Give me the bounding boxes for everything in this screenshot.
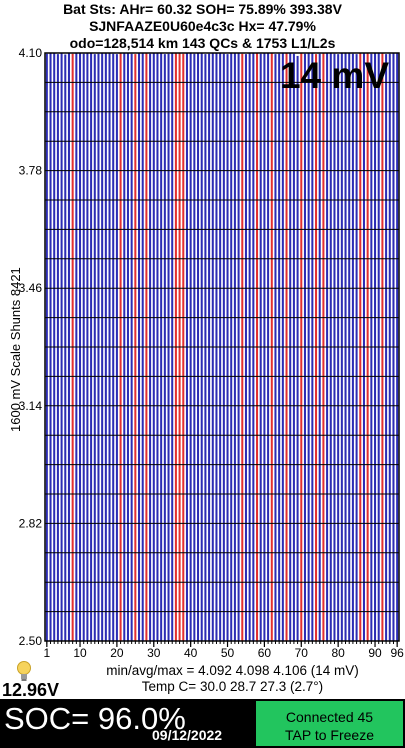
odometer-line: odo=128,514 km 143 QCs & 1753 L1/L2s <box>69 35 336 51</box>
cell-bar <box>385 54 388 642</box>
min-avg-max-stats: min/avg/max = 4.092 4.098 4.106 (14 mV) <box>106 663 359 678</box>
tap-to-freeze-label: TAP to Freeze <box>285 727 374 743</box>
x-tick-label: 70 <box>295 646 309 660</box>
cell-bar <box>274 54 277 642</box>
cell-bar <box>244 54 247 642</box>
cell-bar <box>56 54 59 642</box>
cell-bar <box>115 54 118 642</box>
spread-annotation: 14 mV <box>280 55 389 96</box>
y-axis-label: 1600 mV Scale Shunts 8421 <box>8 267 23 432</box>
date-label: 09/12/2022 <box>152 727 223 743</box>
battery-status-line: Bat Sts: AHr= 60.32 SOH= 75.89% 393.38V <box>63 1 342 17</box>
x-tick-label: 1 <box>44 646 51 660</box>
cell-bar <box>355 54 358 642</box>
cell-bar <box>226 54 229 642</box>
cell-bar <box>296 55 299 641</box>
vin-health-line: SJNFAAZE0U60e4c3c Hx= 47.79% <box>89 18 316 34</box>
lightbulb-icon[interactable] <box>16 660 32 684</box>
cell-bar <box>204 54 207 642</box>
x-tick-label: 60 <box>258 646 272 660</box>
x-tick-label: 90 <box>368 646 382 660</box>
x-tick-label: 30 <box>147 646 161 660</box>
x-tick-label: 40 <box>184 646 198 660</box>
y-tick-label: 3.46 <box>19 281 43 295</box>
x-tick-label: 50 <box>221 646 235 660</box>
connection-status: Connected 45 <box>285 709 374 725</box>
cell-voltage-chart[interactable]: 4.10 3.78 3.46 3.14 2.82 2.501 10 20 30 40 50 60 70 8… <box>0 0 405 660</box>
cell-bar <box>134 54 137 642</box>
y-tick-label: 3.78 <box>19 164 43 178</box>
y-tick-label: 2.82 <box>19 516 43 530</box>
y-tick-label: 3.14 <box>19 399 43 413</box>
x-tick-label: 10 <box>73 646 87 660</box>
bottom-bar: SOC= 96.0% 09/12/2022 Connected 45 TAP t… <box>0 699 405 748</box>
cell-bar <box>163 54 166 642</box>
cell-bar <box>337 54 340 642</box>
connection-freeze-button[interactable]: Connected 45 TAP to Freeze <box>256 701 403 746</box>
state-of-charge: SOC= 96.0% <box>4 701 186 736</box>
y-tick-label: 2.50 <box>19 634 43 648</box>
cell-bar <box>315 54 318 642</box>
y-tick-label: 4.10 <box>19 46 43 60</box>
cell-bar <box>93 54 96 642</box>
cell-bar <box>64 54 67 642</box>
aux-battery-voltage: 12.96V <box>2 680 60 700</box>
x-tick-label: 80 <box>331 646 345 660</box>
x-tick-label: 20 <box>110 646 124 660</box>
x-tick-label: 96 <box>390 646 404 660</box>
plot-border <box>44 52 400 642</box>
temperature-stats: Temp C= 30.0 28.7 27.3 (2.7°) <box>141 679 324 694</box>
